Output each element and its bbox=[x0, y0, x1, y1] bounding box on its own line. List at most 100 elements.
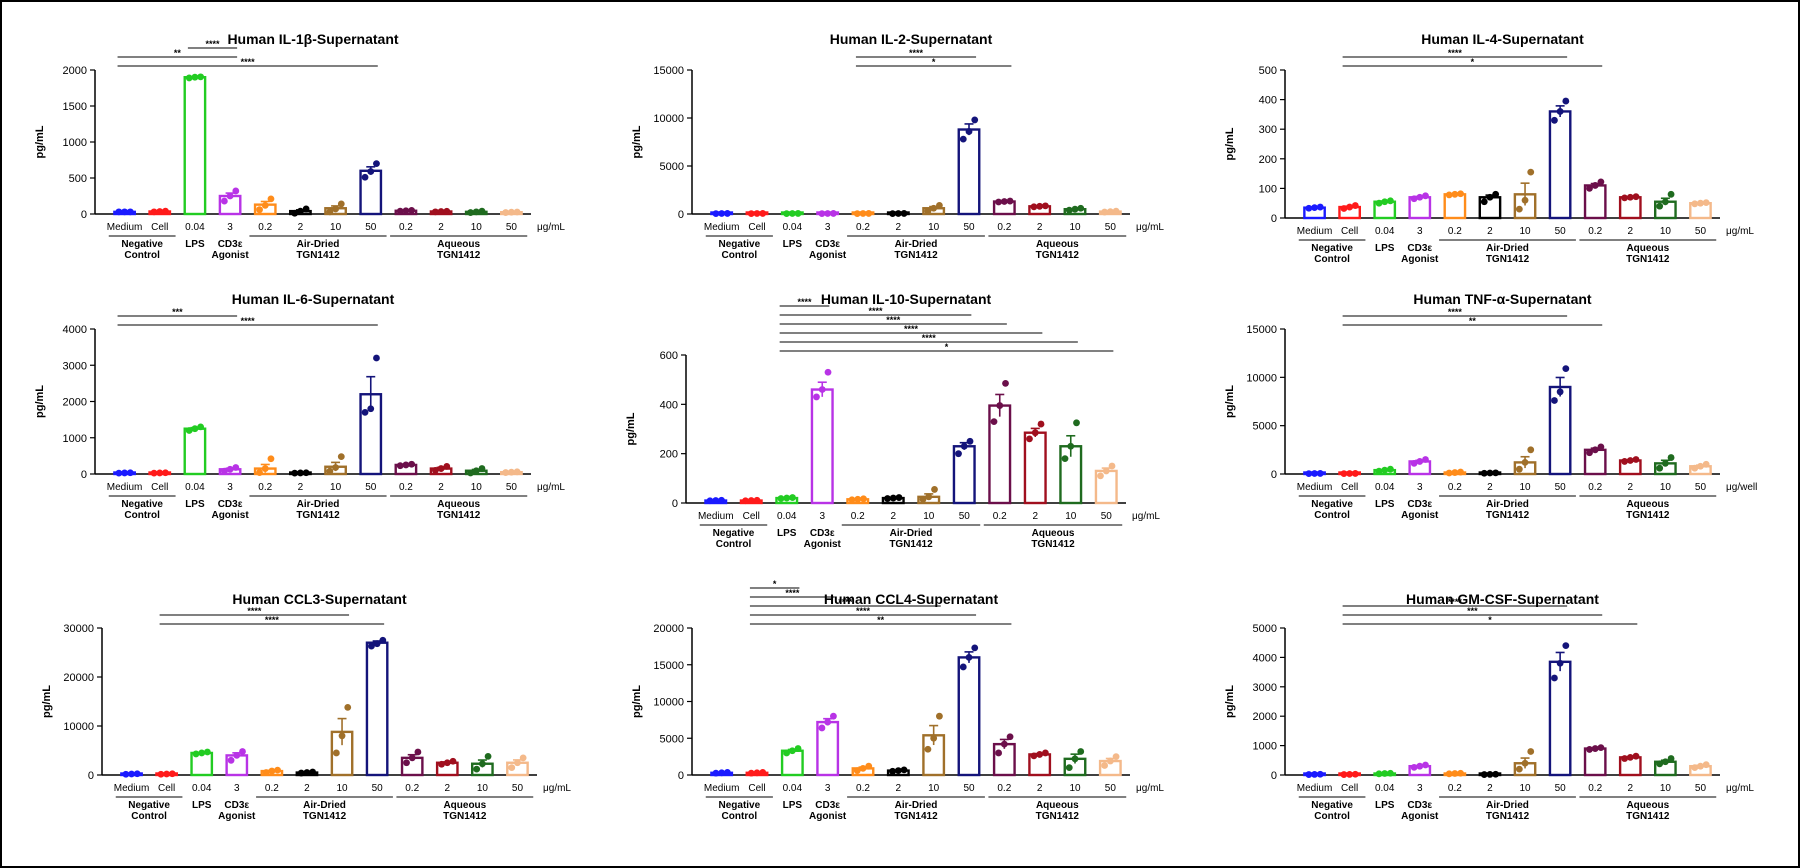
chart-panel: Human IL-1β-Supernatant 0 500 1000 1500 2000 p… bbox=[34, 31, 565, 261]
data-point bbox=[484, 752, 492, 760]
data-point bbox=[1030, 203, 1038, 211]
chart-panel: Human IL-2-Supernatant 0 5000 10000 15000 pg/… bbox=[631, 31, 1164, 261]
group-label: CD3ε bbox=[1407, 800, 1432, 811]
data-point bbox=[1591, 446, 1599, 454]
data-point bbox=[332, 205, 339, 213]
group-label: Air-Dried bbox=[1486, 499, 1529, 510]
data-point bbox=[472, 467, 480, 475]
data-point bbox=[1667, 755, 1675, 762]
y-tick-label: 500 bbox=[69, 173, 87, 185]
group-label: LPS bbox=[185, 239, 205, 250]
data-point bbox=[337, 453, 345, 460]
y-tick-label: 2000 bbox=[63, 397, 87, 409]
data-point bbox=[1000, 198, 1008, 205]
x-tick-label: 10 bbox=[1519, 783, 1531, 794]
group-label: Aqueous bbox=[437, 499, 480, 510]
chart-title: Human IL-4-Supernatant bbox=[1421, 31, 1584, 47]
data-point bbox=[367, 405, 375, 413]
x-tick-label: 10 bbox=[330, 222, 342, 233]
data-point bbox=[1457, 190, 1464, 198]
chart-panel: Human IL-10-Supernatant 0 200 400 600 pg/mL μg… bbox=[625, 291, 1160, 550]
data-point bbox=[192, 750, 200, 758]
data-point bbox=[1002, 379, 1009, 387]
data-point bbox=[1026, 435, 1033, 443]
group-label: Negative bbox=[713, 528, 755, 539]
data-point bbox=[1562, 97, 1570, 105]
x-tick-label: 50 bbox=[1101, 511, 1113, 522]
data-point bbox=[759, 210, 767, 217]
data-point bbox=[1632, 193, 1640, 201]
data-point bbox=[361, 408, 369, 416]
data-point bbox=[995, 749, 1002, 757]
data-point bbox=[1351, 770, 1359, 778]
data-point bbox=[1445, 770, 1453, 778]
data-point bbox=[1077, 204, 1085, 212]
data-point bbox=[1042, 202, 1049, 210]
data-point bbox=[326, 208, 334, 216]
group-label: Aqueous bbox=[1032, 528, 1075, 539]
data-point bbox=[185, 74, 193, 82]
data-point bbox=[267, 195, 275, 203]
x-tick-label: 0.04 bbox=[783, 783, 803, 794]
x-unit-label: μg/mL bbox=[1726, 783, 1754, 794]
data-point bbox=[508, 468, 515, 476]
data-point bbox=[1067, 442, 1075, 450]
x-tick-label: 2 bbox=[1487, 482, 1493, 493]
y-tick-label: 0 bbox=[81, 209, 87, 221]
group-label: CD3ε bbox=[815, 800, 840, 811]
chart-panel: Human IL-4-Supernatant 0 100 200 300 400 500 pg… bbox=[1224, 31, 1754, 265]
x-tick-label: 0.2 bbox=[1448, 482, 1462, 493]
x-tick-label: 0.2 bbox=[1588, 783, 1602, 794]
group-label: TGN1412 bbox=[894, 811, 938, 822]
y-tick-label: 5000 bbox=[1253, 623, 1277, 635]
data-point bbox=[747, 497, 755, 504]
data-point bbox=[226, 465, 234, 473]
data-point bbox=[1486, 469, 1494, 477]
data-point bbox=[1691, 764, 1699, 772]
significance-label: *** bbox=[1467, 606, 1478, 616]
data-point bbox=[853, 210, 861, 218]
y-tick-label: 20000 bbox=[63, 672, 94, 684]
data-point bbox=[1661, 758, 1669, 766]
group-label: Agonist bbox=[809, 811, 847, 822]
x-tick-label: 2 bbox=[1628, 226, 1634, 237]
data-point bbox=[1486, 193, 1494, 201]
data-point bbox=[1416, 458, 1424, 465]
y-tick-label: 100 bbox=[1259, 183, 1277, 195]
x-tick-label: 0.2 bbox=[1588, 482, 1602, 493]
data-point bbox=[1410, 459, 1418, 467]
x-tick-label: 50 bbox=[1695, 482, 1707, 493]
data-point bbox=[126, 208, 134, 216]
significance-label: * bbox=[932, 57, 936, 67]
x-tick-label: 0.2 bbox=[258, 222, 272, 233]
data-point bbox=[1305, 470, 1313, 478]
data-point bbox=[747, 769, 755, 777]
x-tick-label: 10 bbox=[477, 783, 489, 794]
data-point bbox=[1480, 771, 1488, 778]
x-tick-label: Cell bbox=[748, 783, 765, 794]
data-point bbox=[854, 495, 862, 503]
data-point bbox=[1101, 208, 1108, 216]
data-point bbox=[1457, 769, 1464, 777]
chart-panel: Human TNF-α-Supernatant 0 5000 10000 15000 pg… bbox=[1224, 291, 1757, 521]
x-tick-label: 0.04 bbox=[783, 222, 803, 233]
x-tick-label: 50 bbox=[963, 783, 975, 794]
data-point bbox=[443, 462, 451, 470]
data-point bbox=[712, 769, 720, 777]
data-point bbox=[262, 769, 270, 776]
data-point bbox=[467, 469, 474, 477]
y-tick-label: 30000 bbox=[63, 623, 94, 635]
x-tick-label: Cell bbox=[1341, 783, 1358, 794]
x-tick-label: 0.04 bbox=[1375, 783, 1395, 794]
data-point bbox=[1661, 198, 1669, 206]
data-point bbox=[227, 756, 235, 764]
data-point bbox=[437, 465, 445, 472]
data-point bbox=[232, 464, 240, 471]
x-tick-label: 3 bbox=[234, 783, 240, 794]
data-point bbox=[1562, 365, 1570, 373]
data-point bbox=[1387, 769, 1394, 777]
data-point bbox=[1451, 469, 1459, 476]
data-point bbox=[990, 418, 998, 425]
significance-label: **** bbox=[247, 606, 262, 616]
